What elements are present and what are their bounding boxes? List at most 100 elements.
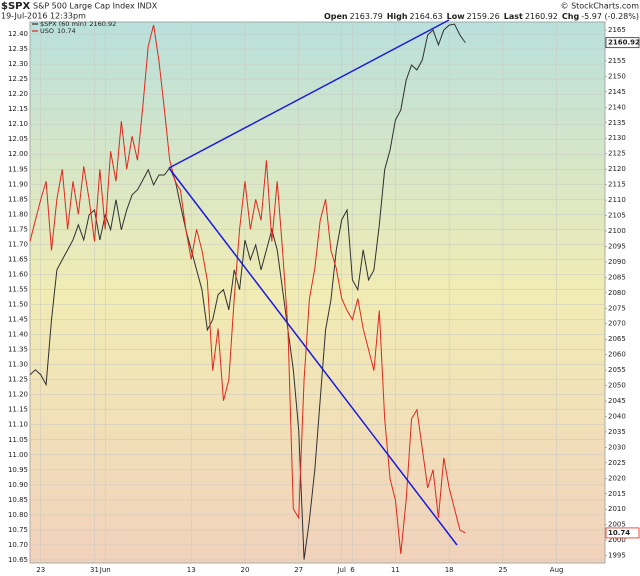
legend-entry: $SPX (60 min) 2160.92 [40,20,116,28]
last-value-box [605,37,640,49]
y-tick-label: 11.30 [8,361,28,369]
y2-tick-label: 2060 [608,351,626,359]
y2-tick-label: 2080 [608,289,626,297]
y-tick-label: 11.70 [8,240,28,248]
y2-tick-label: 2025 [608,459,626,467]
y-tick-label: 12.20 [8,90,28,98]
x-tick-label: Jul [336,566,346,574]
plot-area [29,21,606,564]
y2-tick-label: 2045 [608,397,626,405]
x-tick-label: 27 [294,566,303,574]
y-tick-label: 11.95 [8,165,28,173]
x-tick-label: 31 [90,566,99,574]
quote-value: 2163.79 [350,12,383,21]
y-tick-label: 12.10 [8,120,28,128]
y-tick-label: 11.65 [8,255,28,263]
y-tick-label: 11.60 [8,270,28,278]
y-tick-label: 12.40 [8,30,28,38]
quote-label: Chg [562,12,580,21]
y-tick-label: 10.65 [8,556,28,564]
y-tick-label: 11.85 [8,195,28,203]
y-tick-label: 11.15 [8,406,28,414]
y-tick-label: 12.35 [8,45,28,53]
x-tick-label: Aug [550,566,564,574]
y2-tick-label: 2140 [608,103,626,111]
y2-tick-label: 2010 [608,505,626,513]
y-tick-label: 11.55 [8,285,28,293]
x-tick-label: 11 [391,566,400,574]
y-tick-label: 12.30 [8,60,28,68]
y-tick-label: 11.50 [8,301,28,309]
y-tick-label: 10.70 [8,541,28,549]
y2-tick-label: 2165 [608,26,626,34]
y2-tick-label: 2085 [608,273,626,281]
y2-tick-label: 2015 [608,490,626,498]
y2-tick-label: 2145 [608,88,626,96]
y-tick-label: 10.90 [8,481,28,489]
y2-tick-label: 2135 [608,119,626,127]
y2-tick-label: 2005 [608,521,626,529]
x-tick-label: 25 [498,566,507,574]
y2-tick-label: 1995 [608,552,626,560]
x-tick-label: Jun [99,566,111,574]
y-tick-label: 10.75 [8,526,28,534]
series-lines [29,23,466,560]
y-tick-label: 10.95 [8,466,28,474]
y-tick-label: 11.00 [8,451,28,459]
series-line [29,23,466,560]
y-tick-label: 11.05 [8,436,28,444]
x-tick-label: 13 [187,566,196,574]
y2-tick-label: 2120 [608,165,626,173]
x-tick-label: 6 [350,566,355,574]
trendline [168,167,458,546]
x-tick-label: 20 [240,566,249,574]
y2-tick-label: 2075 [608,304,626,312]
y2-tick-label: 2030 [608,443,626,451]
last-value-label: 10.74 [608,529,630,537]
y2-tick-label: 2150 [608,72,626,80]
last-value-label: 2160.92 [608,39,640,47]
legend-value: 2160.92 [89,20,116,28]
y2-tick-label: 2055 [608,366,626,374]
y-tick-label: 10.85 [8,496,28,504]
quote-value: 2160.92 [525,12,558,21]
y-tick-label: 12.05 [8,135,28,143]
y2-tick-label: 2105 [608,212,626,220]
datetime: 19-Jul-2016 12:33pm [1,12,86,21]
symbol: $SPX [1,1,30,12]
series-line [29,24,466,555]
index-name: S&P 500 Large Cap Index INDX [33,2,158,11]
legend-entry: USO 10.74 [40,27,76,35]
quote-value: -5.97 (-0.28%) [581,12,639,21]
y-tick-label: 12.15 [8,105,28,113]
y-tick-label: 11.75 [8,225,28,233]
y2-tick-label: 2095 [608,242,626,250]
y2-tick-label: 2090 [608,258,626,266]
y2-tick-label: 2125 [608,150,626,158]
y2-tick-label: 2155 [608,57,626,65]
y-tick-label: 11.45 [8,316,28,324]
quote-value: 2159.26 [467,12,500,21]
legend-name: $SPX (60 min) [40,20,86,28]
y2-tick-label: 2040 [608,412,626,420]
quote-label: Low [447,12,466,21]
y2-tick-label: 2035 [608,428,626,436]
y-tick-label: 11.90 [8,180,28,188]
y2-tick-label: 2100 [608,227,626,235]
y2-tick-label: 2065 [608,335,626,343]
y-tick-label: 11.40 [8,331,28,339]
y-tick-label: 11.20 [8,391,28,399]
y-tick-label: 12.00 [8,150,28,158]
y-tick-label: 11.80 [8,210,28,218]
last-value-box [605,527,640,539]
y2-tick-label: 2000 [608,536,626,544]
y2-tick-label: 2115 [608,181,626,189]
y-tick-label: 11.25 [8,376,28,384]
quote-label: High [387,12,408,21]
y2-tick-label: 2110 [608,196,626,204]
y-tick-label: 12.25 [8,75,28,83]
y-tick-label: 11.35 [8,346,28,354]
y2-tick-label: 2070 [608,320,626,328]
